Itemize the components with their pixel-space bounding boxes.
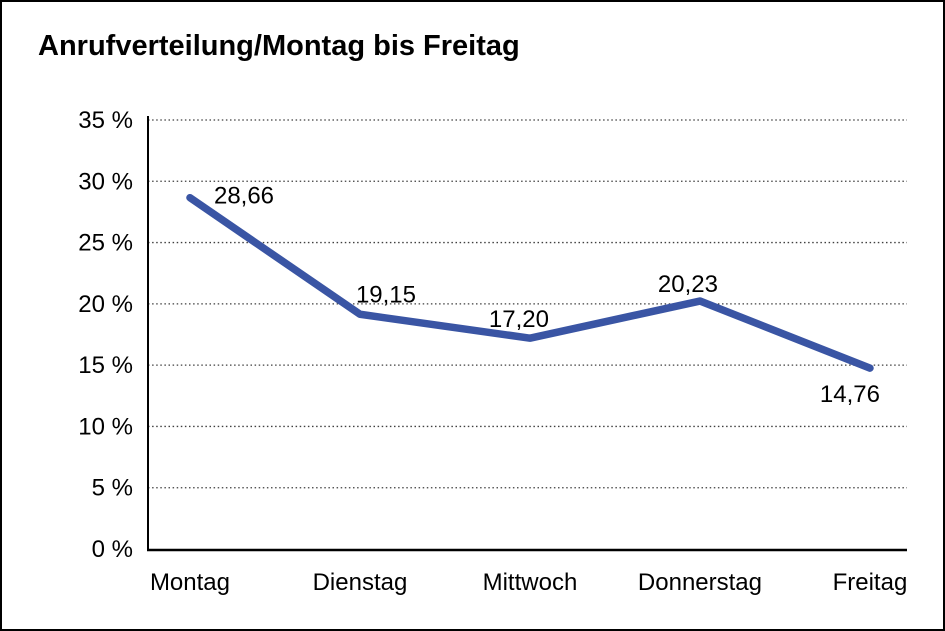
chart-title: Anrufverteilung/Montag bis Freitag: [38, 30, 520, 62]
y-tick-label: 15 %: [78, 352, 133, 379]
y-tick-label: 25 %: [78, 230, 133, 257]
data-point-label: 19,15: [356, 281, 416, 308]
x-category-label: Dienstag: [313, 569, 408, 596]
data-point-label: 20,23: [658, 271, 718, 298]
y-tick-label: 5 %: [92, 475, 133, 502]
data-line-series: [186, 193, 874, 372]
data-point-label: 28,66: [214, 183, 274, 210]
y-tick-label: 30 %: [78, 168, 133, 195]
x-category-label: Donnerstag: [638, 569, 762, 596]
x-category-label: Montag: [150, 569, 230, 596]
y-tick-label: 10 %: [78, 413, 133, 440]
data-point-label: 17,20: [489, 306, 549, 333]
y-tick-label: 0 %: [92, 536, 133, 563]
y-tick-label: 35 %: [78, 107, 133, 134]
x-category-label: Freitag: [833, 569, 908, 596]
x-category-label: Mittwoch: [483, 569, 578, 596]
data-point-label: 14,76: [820, 381, 880, 408]
y-tick-label: 20 %: [78, 291, 133, 318]
